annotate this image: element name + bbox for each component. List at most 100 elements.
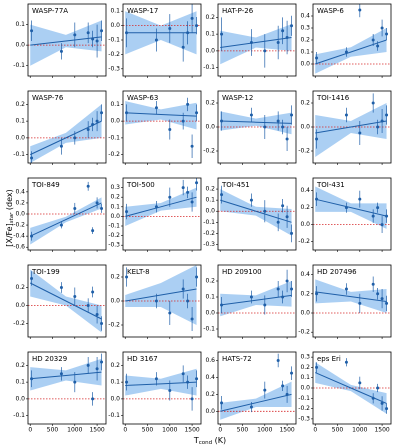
y-tick-label: 0.2 xyxy=(300,290,310,297)
data-point xyxy=(263,125,267,129)
data-point xyxy=(73,206,77,210)
x-tick-label: 0 xyxy=(313,427,317,434)
data-point xyxy=(186,190,190,194)
panel-title: eps Eri xyxy=(317,355,341,363)
data-point xyxy=(91,122,95,126)
data-point xyxy=(344,50,348,54)
y-tick-label: 0.1 xyxy=(205,31,215,38)
data-point xyxy=(100,360,104,364)
data-point xyxy=(376,386,380,390)
fit-line xyxy=(315,198,387,217)
data-point xyxy=(315,292,319,296)
x-tick-label: 0 xyxy=(123,427,127,434)
data-point xyxy=(195,111,199,115)
panel-frame xyxy=(217,351,297,425)
y-tick-label: 0.1 xyxy=(110,101,120,108)
data-point xyxy=(290,371,294,375)
data-point xyxy=(91,397,95,401)
y-tick-label: -0.3 xyxy=(108,65,120,72)
y-tick-label: 0.0 xyxy=(300,61,310,68)
y-tick-label: -0.2 xyxy=(108,322,120,329)
data-point xyxy=(380,223,384,227)
fit-line xyxy=(315,120,387,134)
data-point xyxy=(195,275,199,279)
y-tick-label: 0.3 xyxy=(300,354,310,361)
data-point xyxy=(73,33,77,37)
panel: TOI-199 -0.2 0.0 0.2 xyxy=(13,264,107,339)
plot-area xyxy=(28,181,106,245)
fit-line xyxy=(125,196,197,217)
y-tick-label: -0.2 xyxy=(108,232,120,239)
panel-frame xyxy=(217,3,297,77)
x-tick-label: 1000 xyxy=(352,427,367,434)
plot-area xyxy=(218,269,296,317)
y-tick-label: -0.3 xyxy=(298,415,310,422)
panel-frame xyxy=(217,264,297,338)
plot-area xyxy=(123,97,201,158)
y-tick-label: 0.0 xyxy=(300,221,310,228)
fit-line xyxy=(220,393,292,412)
panel-frame xyxy=(122,351,202,425)
y-tick-label: -0.1 xyxy=(13,151,25,158)
data-point xyxy=(276,119,280,123)
y-tick-label: 0.6 xyxy=(205,357,215,364)
plot-area xyxy=(28,269,106,333)
data-point xyxy=(358,301,362,305)
data-point xyxy=(95,201,99,205)
y-tick-label: -0.2 xyxy=(13,222,25,229)
fit-line xyxy=(125,381,197,386)
data-point xyxy=(186,31,190,35)
data-point xyxy=(371,101,375,105)
y-tick-label: -0.3 xyxy=(203,241,215,248)
y-tick-label: 0.1 xyxy=(205,294,215,301)
data-point xyxy=(195,181,199,185)
y-tick-label: 0.2 xyxy=(110,194,120,201)
y-tick-label: 0.1 xyxy=(300,49,310,56)
data-point xyxy=(125,111,129,115)
x-axis-label: Tcond (K) xyxy=(193,436,226,445)
data-point xyxy=(290,231,294,235)
y-tick-label: 0.1 xyxy=(110,8,120,15)
data-point xyxy=(371,38,375,42)
data-point xyxy=(281,29,285,33)
panel: HD 207496 -0.2 0.0 0.2 0.4 xyxy=(298,264,392,339)
data-point xyxy=(285,279,289,283)
y-tick-label: -0.1 xyxy=(13,412,25,419)
x-tick-label: 1500 xyxy=(184,427,199,434)
data-point xyxy=(263,303,267,307)
fit-band xyxy=(220,24,292,65)
y-tick-label: -0.1 xyxy=(108,223,120,230)
plot-area xyxy=(28,104,106,163)
fit-line xyxy=(30,282,102,320)
y-tick-label: 0.1 xyxy=(300,374,310,381)
data-point xyxy=(344,287,348,291)
panel: HD 209100 -0.1 0.0 0.1 0.2 xyxy=(203,264,297,339)
panel-title: TOI-1416 xyxy=(316,94,350,102)
y-tick-label: 0.0 xyxy=(110,118,120,125)
x-tick-label: 1500 xyxy=(89,427,104,434)
panel-title: KELT-8 xyxy=(127,268,150,276)
data-point xyxy=(95,39,99,43)
data-point xyxy=(371,396,375,400)
data-point xyxy=(358,8,362,12)
data-point xyxy=(154,299,158,303)
y-tick-label: -0.2 xyxy=(108,151,120,158)
data-point xyxy=(100,206,104,210)
y-tick-label: 0.2 xyxy=(15,362,25,369)
x-tick-label: 1500 xyxy=(279,427,294,434)
fit-line xyxy=(30,120,102,156)
fit-line xyxy=(220,199,292,223)
fit-band xyxy=(220,189,292,236)
panel-frame xyxy=(27,3,107,77)
panel-title: TOI-451 xyxy=(221,181,250,189)
y-tick-label: -0.1 xyxy=(298,395,310,402)
y-tick-label: 0.2 xyxy=(205,186,215,193)
data-point xyxy=(281,295,285,299)
panel: WASP-12 -0.2 0.0 0.2 xyxy=(203,90,297,165)
data-point xyxy=(249,41,253,45)
data-point xyxy=(249,295,253,299)
fit-line xyxy=(125,288,197,302)
data-point xyxy=(276,41,280,45)
data-point xyxy=(385,32,389,36)
panel: HD 20329 -0.1 0.0 0.1 0.2 0 500 1000 1500 xyxy=(13,351,107,434)
